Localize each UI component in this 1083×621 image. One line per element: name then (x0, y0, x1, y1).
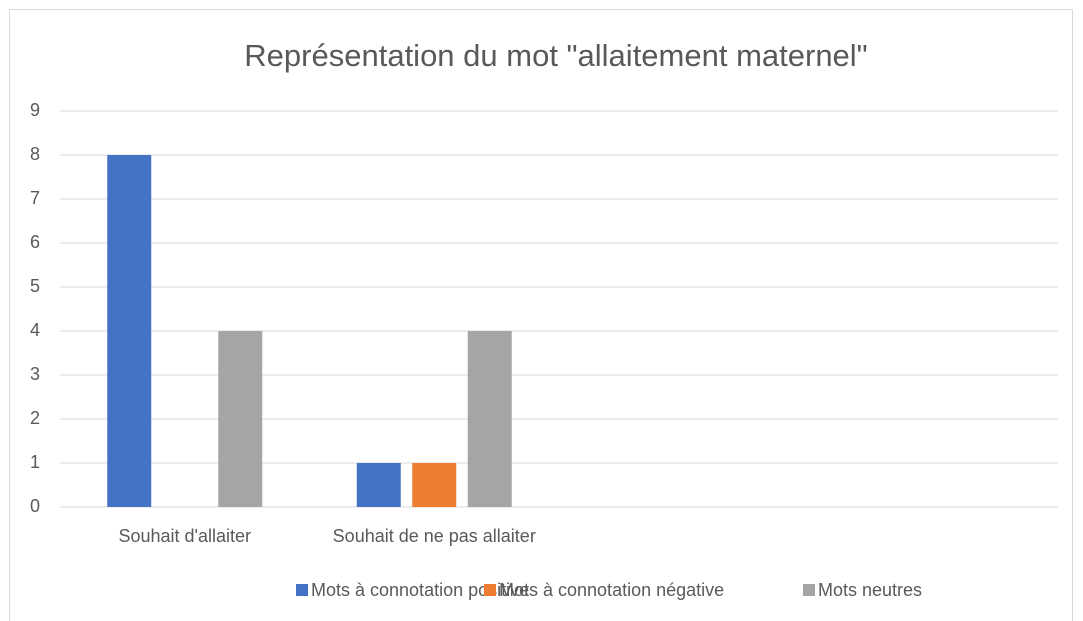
bar (107, 155, 152, 507)
bar (412, 463, 457, 507)
bar (218, 331, 263, 507)
y-tick-label: 1 (30, 452, 40, 472)
legend-swatch (484, 584, 496, 596)
bar (467, 331, 512, 507)
legend-swatch (296, 584, 308, 596)
x-tick-label: Souhait de ne pas allaiter (333, 526, 536, 546)
legend-swatch (803, 584, 815, 596)
chart-title: Représentation du mot "allaitement mater… (244, 38, 867, 73)
y-tick-label: 3 (30, 364, 40, 384)
y-tick-label: 4 (30, 320, 40, 340)
y-tick-label: 6 (30, 232, 40, 252)
y-tick-label: 8 (30, 144, 40, 164)
y-tick-label: 0 (30, 496, 40, 516)
y-tick-label: 2 (30, 408, 40, 428)
y-tick-label: 9 (30, 100, 40, 120)
x-tick-label: Souhait d'allaiter (118, 526, 251, 546)
legend-label: Mots à connotation négative (499, 580, 724, 600)
y-tick-label: 5 (30, 276, 40, 296)
legend-label: Mots à connotation positive (311, 580, 529, 600)
bar (356, 463, 401, 507)
legend-label: Mots neutres (818, 580, 922, 600)
y-tick-label: 7 (30, 188, 40, 208)
